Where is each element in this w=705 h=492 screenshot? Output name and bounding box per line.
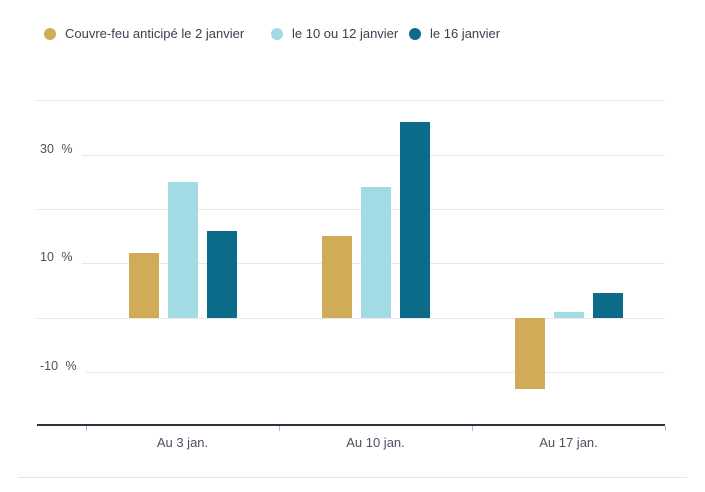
gridline-0 bbox=[36, 317, 665, 319]
legend-item-jan16: le 16 janvier bbox=[409, 26, 500, 41]
bar-group2-series1 bbox=[321, 236, 352, 318]
legend-swatch-lightblue bbox=[271, 27, 283, 40]
x-tick-label-3: Au 17 jan. bbox=[539, 435, 598, 450]
bar-group1-series2 bbox=[167, 181, 198, 318]
legend-item-jan10-12: le 10 ou 12 janvier bbox=[271, 26, 398, 41]
x-tick-label-1: Au 3 jan. bbox=[156, 435, 209, 450]
x-tick-label-2: Au 10 jan. bbox=[346, 435, 405, 450]
x-axis-line bbox=[37, 424, 665, 426]
legend-item-curfew-jan2: Couvre-feu anticipé le 2 janvier bbox=[44, 26, 244, 41]
bar-group1-series3 bbox=[206, 230, 237, 318]
bar-group2-series2 bbox=[360, 187, 391, 318]
bar-group3-series2 bbox=[553, 312, 584, 318]
bar-group2-series3 bbox=[399, 121, 430, 318]
x-axis-tick-3 bbox=[665, 426, 666, 431]
gridline-30 bbox=[36, 154, 665, 156]
y-tick-label--10: -10 % bbox=[36, 358, 86, 375]
legend-item-label: le 10 ou 12 janvier bbox=[292, 26, 399, 41]
bar-group1-series1 bbox=[128, 252, 159, 318]
legend-swatch-teal bbox=[409, 27, 421, 40]
gridline-40 bbox=[36, 100, 665, 101]
bar-group3-series3 bbox=[592, 293, 623, 318]
y-tick-label-10: 10 % bbox=[36, 249, 82, 266]
legend-item-label: Couvre-feu anticipé le 2 janvier bbox=[65, 26, 245, 41]
x-axis-tick-0 bbox=[86, 426, 87, 431]
gridline-20 bbox=[36, 208, 665, 210]
x-axis-tick-2 bbox=[472, 426, 473, 431]
x-axis-tick-1 bbox=[279, 426, 280, 431]
y-tick-label-30: 30 % bbox=[36, 140, 82, 157]
bar-group3-series1 bbox=[514, 317, 545, 389]
legend-swatch-gold bbox=[44, 27, 56, 40]
legend-item-label: le 16 janvier bbox=[430, 26, 501, 41]
gridline--10 bbox=[36, 372, 665, 374]
bottom-separator bbox=[18, 477, 687, 478]
